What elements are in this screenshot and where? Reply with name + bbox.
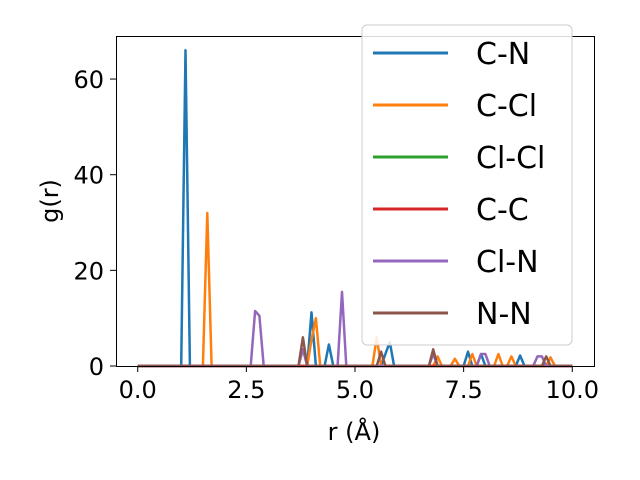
x-axis-label: r (Å) [328, 417, 381, 446]
x-tick-label: 2.5 [227, 376, 265, 404]
legend: C-N C-Cl Cl-Cl C-C Cl-N N-N [361, 24, 573, 346]
y-tick-label: 40 [73, 162, 104, 190]
legend-entry: C-C [476, 193, 529, 228]
legend-entry: Cl-Cl [476, 141, 545, 176]
legend-entry: C-Cl [476, 89, 537, 124]
x-tick-label: 5.0 [336, 376, 374, 404]
legend-entry: N-N [476, 297, 532, 332]
y-tick-label: 20 [73, 257, 104, 285]
y-tick-label: 60 [73, 66, 104, 94]
y-axis-label: g(r) [36, 179, 64, 223]
series-line-c-cl [137, 211, 573, 368]
legend-box [361, 24, 573, 346]
x-tick-label: 0.0 [119, 376, 157, 404]
x-axis-ticks: 0.0 2.5 5.0 7.5 10.0 [119, 366, 599, 404]
legend-entry: C-N [476, 37, 530, 72]
x-tick-label: 7.5 [445, 376, 483, 404]
x-tick-label: 10.0 [546, 376, 599, 404]
legend-entry: Cl-N [476, 245, 539, 280]
y-axis-ticks: 0 20 40 60 [73, 66, 116, 381]
y-tick-label: 0 [89, 353, 104, 381]
